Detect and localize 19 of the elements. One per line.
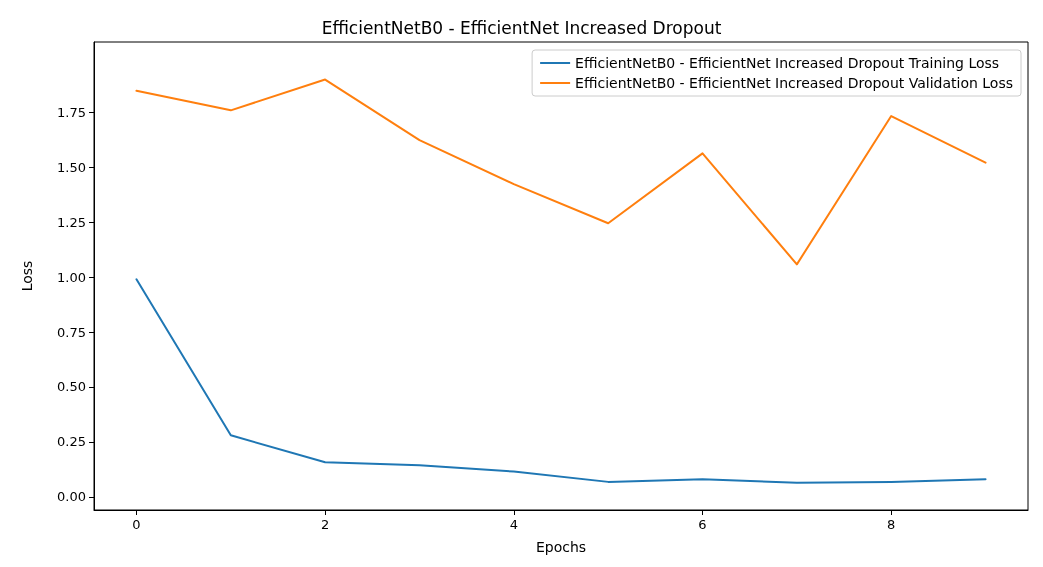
- y-axis-title: Loss: [19, 260, 35, 292]
- y-tick-label: 0.00: [57, 489, 86, 505]
- y-tick-label: 1.50: [57, 159, 86, 175]
- y-tick-label: 0.75: [57, 324, 86, 340]
- x-tick-label: 4: [509, 517, 518, 532]
- x-tick-label: 8: [887, 517, 896, 532]
- legend-label: EfficientNetB0 - EfficientNet Increased Dropout Validation Loss: [575, 75, 1014, 91]
- line-series: [135, 278, 987, 484]
- y-tick-label: 1.75: [57, 104, 86, 120]
- x-tick-label: 0: [132, 517, 141, 532]
- y-tick-label: 0.50: [57, 379, 86, 395]
- x-axis-title: Epochs: [535, 539, 587, 555]
- chart-title: EfficientNetB0 - EfficientNet Increased Dropout: [321, 17, 722, 38]
- y-tick-label: 0.25: [57, 434, 86, 450]
- x-tick-label: 6: [698, 517, 707, 532]
- legend-label: EfficientNetB0 - EfficientNet Increased Dropout Training Loss: [575, 55, 1000, 71]
- x-tick-label: 2: [321, 517, 330, 532]
- y-tick-label: 1.00: [57, 269, 86, 285]
- y-tick-label: 1.25: [57, 214, 86, 230]
